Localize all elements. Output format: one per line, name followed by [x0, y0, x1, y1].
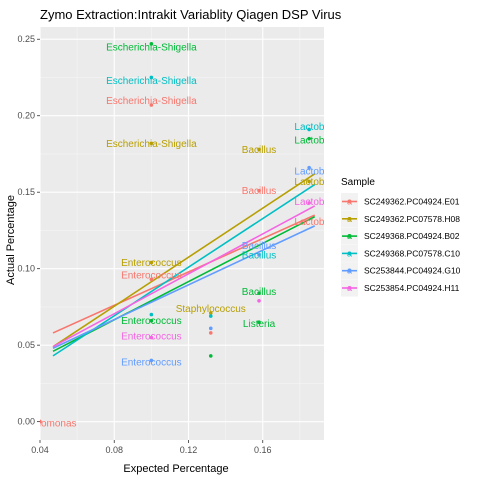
y-tick-label: 0.20	[17, 111, 35, 121]
legend-label: SC253854.PC04924.H11	[364, 283, 460, 293]
legend-key-glyph: a	[347, 266, 352, 276]
point-label: Enterococcus	[121, 331, 182, 342]
legend-key-glyph: a	[347, 214, 352, 224]
data-point	[307, 127, 311, 132]
point-label: Lactobac	[294, 122, 335, 133]
y-tick-label: 0.10	[17, 264, 35, 274]
point-label: Lactobac	[294, 217, 335, 228]
panel-background	[40, 27, 324, 440]
data-point	[149, 260, 154, 265]
x-tick-label: 0.08	[105, 445, 123, 455]
point-label: Bacillus	[242, 287, 276, 298]
legend-label: SC253844.PC04924.G10	[364, 266, 461, 276]
point-label: Bacillus	[242, 250, 276, 261]
data-point	[307, 136, 311, 141]
data-point	[149, 358, 154, 363]
point-label: Escherichia-Shigella	[106, 96, 197, 107]
data-point	[257, 253, 261, 257]
data-point	[149, 103, 154, 107]
legend-key-glyph: a	[347, 231, 352, 241]
point-label: Listeria	[243, 319, 276, 330]
fit-line	[52, 173, 316, 348]
data-point	[307, 179, 311, 184]
legend-key-point	[347, 217, 352, 221]
x-tick-label: 0.04	[31, 445, 49, 455]
fit-line	[52, 205, 316, 348]
data-point	[149, 42, 154, 46]
y-axis-title: Actual Percentage	[5, 195, 17, 285]
fit-line	[52, 214, 316, 334]
data-point	[208, 354, 213, 358]
legend-key-glyph: a	[347, 248, 352, 258]
data-point	[208, 326, 213, 331]
legend-key-glyph: a	[347, 283, 352, 293]
legend-label: SC249362.PC07578.H08	[364, 214, 460, 224]
data-point	[208, 331, 213, 335]
data-point	[149, 75, 154, 80]
data-point	[149, 335, 154, 340]
fit-line	[52, 225, 316, 349]
data-point	[257, 291, 261, 295]
data-point	[208, 314, 213, 318]
data-point	[307, 165, 311, 170]
legend-key-point	[347, 234, 352, 238]
legend-key-point	[347, 199, 352, 204]
legend-label: SC249368.PC04924.B02	[364, 231, 460, 241]
point-label: Enterococcus	[121, 316, 182, 327]
point-label: Lactobac	[294, 166, 335, 177]
point-label: Bacillus	[242, 241, 276, 252]
data-point	[149, 312, 154, 317]
data-point	[257, 147, 261, 152]
y-tick-label: 0.00	[17, 417, 35, 427]
data-point	[149, 141, 154, 146]
legend-key-point	[347, 286, 352, 290]
point-label: Escherichia-Shigella	[106, 76, 197, 87]
point-label: Enterococcus	[121, 258, 182, 269]
point-label: Lactobac	[294, 197, 335, 208]
y-tick-label: 0.05	[17, 340, 35, 350]
point-label: Lactobac	[294, 177, 335, 188]
x-tick-label: 0.16	[254, 445, 272, 455]
point-label: Bacillus	[242, 145, 276, 156]
data-point	[257, 188, 261, 193]
legend-title: Sample	[341, 177, 375, 188]
y-tick-label: 0.25	[17, 34, 35, 44]
data-point	[149, 277, 154, 282]
point-label: Enterococcus	[121, 270, 182, 281]
chart-title: Zymo Extraction:Intrakit Variablity Qiag…	[40, 7, 342, 22]
point-label: Bacillus	[242, 186, 276, 197]
legend-key-point	[347, 268, 352, 273]
point-label: Lactobac	[294, 136, 335, 147]
y-tick-label: 0.15	[17, 187, 35, 197]
x-tick-label: 0.12	[180, 445, 198, 455]
x-axis-title: Expected Percentage	[123, 463, 228, 475]
point-label: Escherichia-Shigella	[106, 139, 197, 150]
legend-label: SC249362.PC04924.E01	[364, 197, 460, 207]
legend-label: SC249368.PC07578.C10	[364, 248, 460, 258]
point-label: Enterococcus	[121, 357, 182, 368]
point-label: idomonas	[33, 419, 76, 430]
plot-area: Escherichia-Shigella Bacillus Enterococcus…	[33, 42, 335, 430]
point-label: Staphylococcus	[176, 304, 246, 315]
point-label: Escherichia-Shigella	[106, 42, 197, 53]
fit-line	[52, 215, 316, 352]
data-point	[257, 320, 261, 325]
data-point	[307, 201, 311, 205]
data-point	[40, 419, 42, 424]
legend-key-glyph: a	[347, 197, 352, 207]
data-point	[208, 311, 213, 315]
legend-key-point	[347, 251, 352, 256]
data-point	[257, 299, 261, 303]
data-point	[149, 318, 154, 323]
